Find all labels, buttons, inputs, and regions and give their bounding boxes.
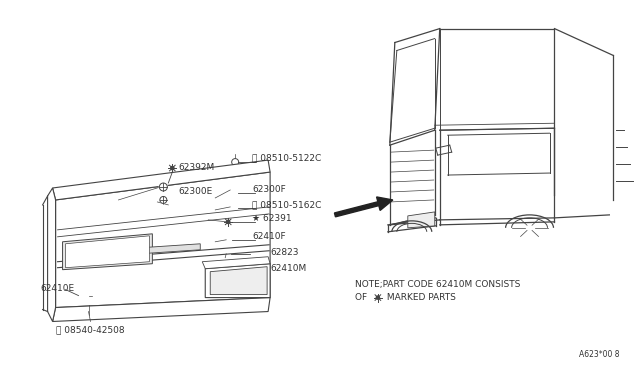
Polygon shape — [47, 188, 56, 321]
Polygon shape — [63, 234, 152, 270]
Polygon shape — [52, 298, 270, 321]
Polygon shape — [202, 257, 270, 269]
Circle shape — [159, 183, 167, 191]
Polygon shape — [408, 212, 435, 228]
Polygon shape — [56, 172, 270, 308]
Polygon shape — [140, 244, 200, 254]
Text: NOTE;PART CODE 62410M CONSISTS: NOTE;PART CODE 62410M CONSISTS — [355, 280, 520, 289]
Circle shape — [160, 196, 167, 203]
Circle shape — [376, 296, 380, 299]
Polygon shape — [205, 264, 270, 298]
Text: 62410M: 62410M — [270, 264, 307, 273]
Circle shape — [171, 167, 174, 170]
Text: Ⓢ 08510-5122C: Ⓢ 08510-5122C — [252, 154, 321, 163]
Text: 62300E: 62300E — [179, 187, 212, 196]
Text: Ⓢ 08510-5162C: Ⓢ 08510-5162C — [252, 201, 321, 209]
Text: 62392M: 62392M — [179, 163, 214, 171]
Text: ★ 62391: ★ 62391 — [252, 214, 292, 223]
Text: A623*00 8: A623*00 8 — [579, 350, 620, 359]
Polygon shape — [52, 160, 270, 200]
Text: 62823: 62823 — [270, 248, 299, 257]
Text: Ⓢ 08540-42508: Ⓢ 08540-42508 — [56, 325, 124, 334]
Text: 62410F: 62410F — [252, 232, 286, 241]
Polygon shape — [65, 236, 149, 268]
Text: 62300F: 62300F — [252, 186, 286, 195]
Polygon shape — [210, 267, 267, 295]
Text: MARKED PARTS: MARKED PARTS — [384, 293, 456, 302]
FancyArrow shape — [335, 197, 393, 217]
Circle shape — [227, 220, 230, 224]
Text: 62410E: 62410E — [40, 284, 75, 293]
Text: OF: OF — [355, 293, 370, 302]
